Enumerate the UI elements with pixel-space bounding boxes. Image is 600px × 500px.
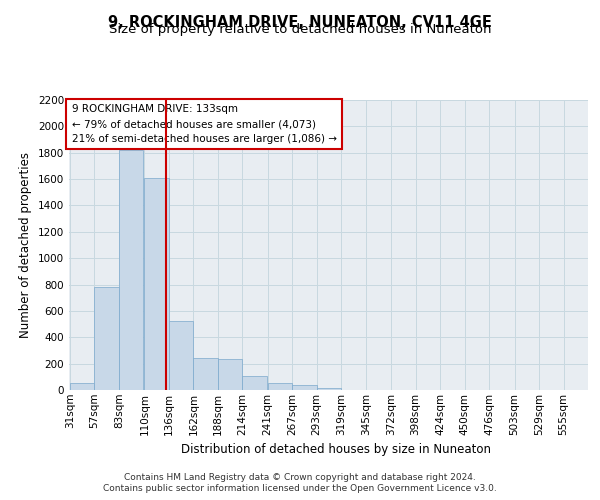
Bar [317,388,341,390]
Text: Size of property relative to detached houses in Nuneaton: Size of property relative to detached ho… [109,22,491,36]
Bar [94,287,119,390]
Bar [193,358,218,390]
Y-axis label: Number of detached properties: Number of detached properties [19,152,32,338]
Bar [218,359,242,390]
Text: 9, ROCKINGHAM DRIVE, NUNEATON, CV11 4GE: 9, ROCKINGHAM DRIVE, NUNEATON, CV11 4GE [108,15,492,30]
Bar [70,383,94,390]
Bar [169,322,193,390]
Text: Distribution of detached houses by size in Nuneaton: Distribution of detached houses by size … [181,442,491,456]
Text: 9 ROCKINGHAM DRIVE: 133sqm
← 79% of detached houses are smaller (4,073)
21% of s: 9 ROCKINGHAM DRIVE: 133sqm ← 79% of deta… [71,104,337,144]
Bar [292,386,317,390]
Bar [242,376,267,390]
Text: Contains HM Land Registry data © Crown copyright and database right 2024.: Contains HM Land Registry data © Crown c… [124,472,476,482]
Bar [145,178,169,390]
Bar [268,383,292,390]
Bar [119,150,143,390]
Text: Contains public sector information licensed under the Open Government Licence v3: Contains public sector information licen… [103,484,497,493]
